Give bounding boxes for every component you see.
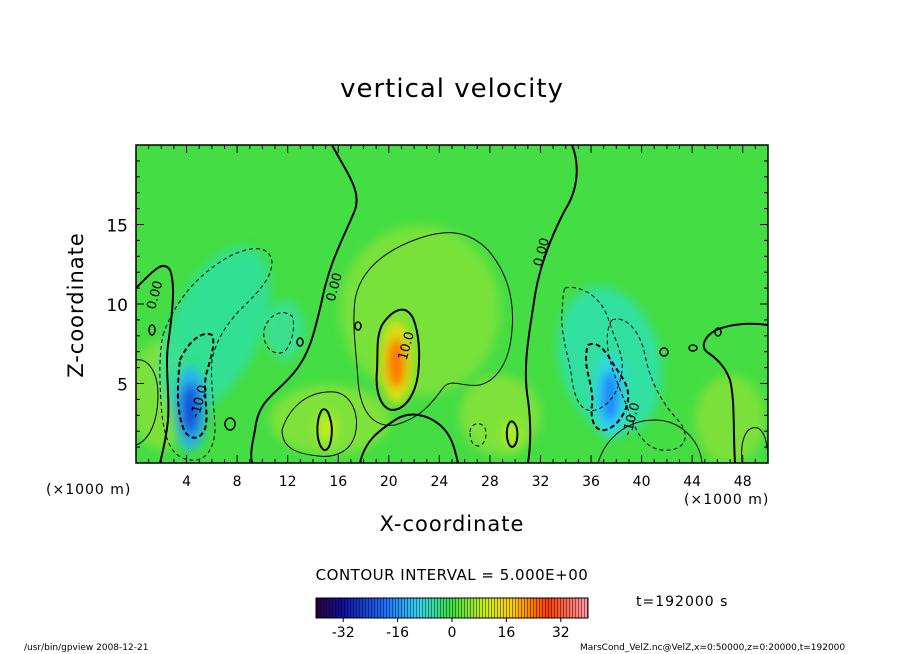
colorbar-stripes <box>316 598 588 618</box>
contour-blip-1 <box>224 417 236 431</box>
negative-contour-18 <box>263 312 295 354</box>
footer-dataset-info: MarsCond_VelZ.nc@VelZ,x=0:50000,z=0:2000… <box>580 643 846 653</box>
x-tick-label-8: 36 <box>582 474 600 490</box>
x-tick-label-6: 28 <box>481 474 499 490</box>
contour-3 <box>702 322 768 463</box>
colorbar-tick-label-4: 32 <box>552 625 570 641</box>
contour-blip-2 <box>354 321 362 331</box>
z-tick-label-0: 5 <box>117 376 128 396</box>
contour-8 <box>353 232 514 426</box>
x-tick-label-3: 16 <box>329 474 347 490</box>
x-axis-label: X-coordinate <box>0 512 904 536</box>
feature-core <box>601 370 619 423</box>
colorbar-tick-label-3: 16 <box>497 625 515 641</box>
negative-contour-14 <box>176 332 215 439</box>
time-label: t=192000 s <box>636 594 729 610</box>
contour-10 <box>741 427 768 463</box>
z-tick-label-1: 10 <box>106 296 128 316</box>
feature-1 <box>174 366 207 451</box>
feature-core <box>387 336 406 389</box>
contour-0 <box>250 145 358 463</box>
contour-blip-3 <box>296 337 304 347</box>
colorbar-tick-label-1: -16 <box>386 625 409 641</box>
x-tick-label-5: 24 <box>430 474 448 490</box>
x-axis-ticks: 4 8 12 16 20 24 28 32 36 40 44 48 <box>148 145 756 490</box>
x-tick-label-1: 8 <box>233 474 242 490</box>
contour-blip-5 <box>714 327 722 337</box>
x-tick-label-7: 32 <box>532 474 550 490</box>
z-tick-label-2: 15 <box>106 217 128 237</box>
contour-1 <box>524 145 578 463</box>
x-tick-label-11: 48 <box>734 474 752 490</box>
contour-label-1: 0.00 <box>324 271 346 303</box>
colorbar-tick-label-0: -32 <box>332 625 355 641</box>
chart-title: vertical velocity <box>340 74 564 104</box>
colorbar-tick-label-2: 0 <box>448 625 457 641</box>
contour-label-2: 0.00 <box>531 236 553 268</box>
negative-contour-19 <box>469 423 487 447</box>
x-axis-label-text: X-coordinate <box>379 512 525 536</box>
feature-0 <box>380 320 413 405</box>
contour-7 <box>375 308 421 412</box>
contour-lines <box>136 145 768 463</box>
contour-11 <box>136 359 159 446</box>
contour-label-0: 0.00 <box>144 279 166 311</box>
x-tick-label-10: 44 <box>683 474 701 490</box>
z-unit-label: (×1000 m) <box>46 482 132 498</box>
contour-6 <box>359 413 459 463</box>
z-axis-ticks: 5 10 15 <box>106 160 768 448</box>
x-tick-label-2: 12 <box>279 474 297 490</box>
colorbar-ticks: -32 -16 0 16 32 <box>332 618 570 641</box>
contour-blip-4 <box>659 347 669 357</box>
x-tick-label-0: 4 <box>182 474 191 490</box>
x-tick-label-4: 20 <box>380 474 398 490</box>
contour-5 <box>505 420 519 449</box>
footer-program-date: /usr/bin/gpview 2008-12-21 <box>24 643 149 653</box>
contour-2 <box>136 264 175 463</box>
x-tick-label-9: 40 <box>633 474 651 490</box>
contour-label-3: 10.0 <box>396 330 418 362</box>
velocity-field <box>136 145 768 463</box>
negative-contour-13 <box>159 248 273 461</box>
negative-contour-15 <box>561 286 623 412</box>
contour-interval-label: CONTOUR INTERVAL = 5.000E+00 <box>315 566 589 584</box>
x-unit-label: (×1000 m) <box>684 492 770 508</box>
field-marks <box>174 320 626 453</box>
feature-2 <box>594 354 626 439</box>
contour-blip-6 <box>688 344 698 352</box>
contour-blip-0 <box>148 324 156 336</box>
contour-9 <box>281 391 357 457</box>
feature-core <box>181 382 200 435</box>
colorbar: -32 -16 0 16 32 <box>315 597 589 641</box>
negative-contour-17 <box>606 318 686 451</box>
negative-contour-16 <box>584 342 630 432</box>
contour-12 <box>597 419 703 463</box>
contour-4 <box>316 408 333 451</box>
